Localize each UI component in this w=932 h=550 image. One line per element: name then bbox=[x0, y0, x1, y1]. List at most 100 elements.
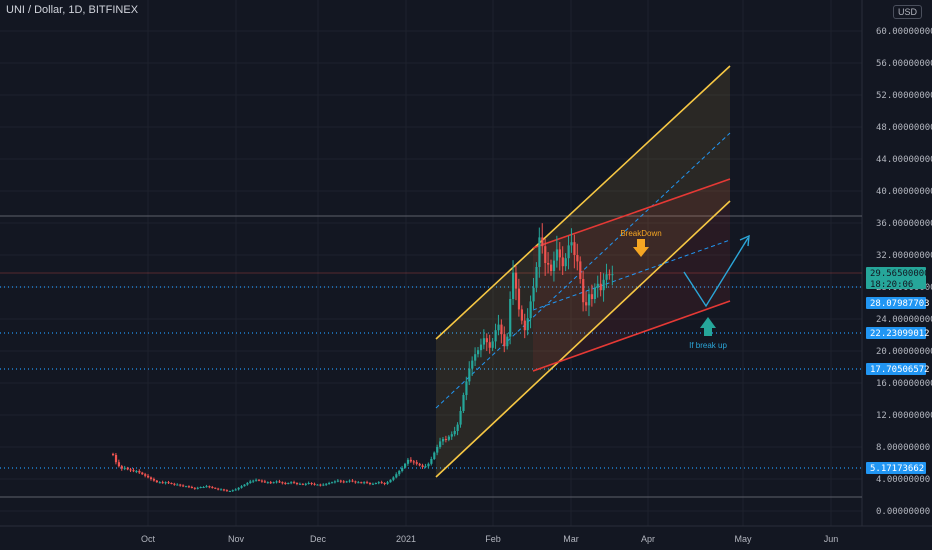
candle-body bbox=[482, 338, 486, 345]
candle-body bbox=[526, 318, 529, 331]
y-tick-label: 36.00000000 bbox=[876, 219, 932, 229]
candle-body bbox=[506, 336, 509, 347]
channel-lines bbox=[435, 65, 731, 478]
candle-body bbox=[322, 484, 325, 486]
level-badge-1-text: 28.07987703 bbox=[870, 299, 930, 309]
y-tick-label: 44.00000000 bbox=[876, 155, 932, 165]
candle-body bbox=[383, 483, 386, 484]
red-channel-lower bbox=[532, 300, 731, 372]
level-badge-3: 17.70506572 bbox=[866, 363, 930, 375]
candle-body bbox=[129, 469, 132, 471]
candle-body bbox=[196, 487, 199, 489]
level-badge-4-bg bbox=[866, 462, 926, 474]
candle-body bbox=[573, 242, 576, 255]
candle-body bbox=[243, 484, 246, 487]
candle-body bbox=[576, 255, 579, 262]
candle-body bbox=[436, 447, 439, 453]
candle-body bbox=[409, 459, 413, 462]
candle-body bbox=[395, 474, 398, 478]
candle-body bbox=[272, 482, 275, 484]
candle-body bbox=[456, 424, 459, 431]
y-tick-label: 0.00000000 bbox=[876, 507, 930, 517]
y-tick-label: 12.00000000 bbox=[876, 411, 932, 421]
candle-body bbox=[611, 274, 614, 276]
candle-body bbox=[331, 482, 334, 484]
candle-body bbox=[228, 491, 231, 492]
candle-body bbox=[231, 490, 234, 492]
level-badge-3-bg bbox=[866, 363, 926, 375]
level-badge-1: 28.07987703 bbox=[866, 297, 930, 309]
level-badge-2: 22.23099012 bbox=[866, 327, 930, 339]
candle-body bbox=[593, 287, 596, 299]
candle-body bbox=[500, 324, 503, 335]
y-axis: 60.00000000 56.00000000 52.00000000 48.0000… bbox=[861, 0, 932, 526]
candle-body bbox=[190, 487, 194, 488]
candle-body bbox=[114, 455, 118, 463]
currency-badge[interactable]: USD bbox=[892, 5, 922, 19]
candle-body bbox=[225, 490, 229, 492]
candle-body bbox=[479, 344, 483, 351]
candle-body bbox=[135, 471, 138, 472]
red-channel-fill bbox=[533, 179, 730, 371]
candle-body bbox=[368, 483, 372, 484]
candle-body bbox=[386, 482, 389, 484]
candle-body bbox=[468, 368, 471, 382]
y-tick-label: 48.00000000 bbox=[876, 123, 932, 133]
x-axis: Oct Nov Dec 2021 Feb Mar Apr May Jun bbox=[0, 525, 932, 544]
current-price-badge-bg bbox=[866, 267, 926, 289]
candle-body bbox=[491, 341, 494, 348]
candle-body bbox=[424, 466, 427, 468]
candle-body bbox=[401, 467, 404, 471]
candle-body bbox=[514, 272, 518, 289]
current-price-badge-text: 29.56500000 bbox=[870, 269, 930, 279]
level-badge-4-text: 5.17173662 bbox=[870, 464, 924, 474]
current-price-badge-text: 18:20:06 bbox=[870, 280, 913, 290]
candle-body bbox=[587, 294, 591, 306]
candle-body bbox=[147, 475, 150, 478]
x-tick-label: Jun bbox=[824, 534, 839, 544]
candle-body bbox=[208, 486, 211, 488]
break-up-arrow-head bbox=[700, 317, 716, 328]
candle-body bbox=[459, 411, 462, 425]
candle-body bbox=[450, 434, 453, 437]
breakdown-label: BreakDown bbox=[620, 229, 661, 238]
candle-body bbox=[477, 350, 480, 355]
break-up-annotation: If break up bbox=[689, 317, 727, 350]
candle-body bbox=[164, 482, 167, 484]
candle-body bbox=[187, 486, 191, 488]
candle-body bbox=[278, 481, 281, 483]
x-tick-label: Apr bbox=[641, 534, 655, 544]
candle-body bbox=[550, 264, 553, 271]
y-tick-label: 60.00000000 bbox=[876, 27, 932, 37]
level-badge-2-text: 22.23099012 bbox=[870, 329, 930, 339]
level-badge-3-text: 17.70506572 bbox=[870, 365, 930, 375]
chart-title: UNI / Dollar, 1D, BITFINEX bbox=[6, 4, 139, 16]
candle-body bbox=[439, 441, 442, 447]
candle-body bbox=[392, 477, 395, 480]
candle-body bbox=[141, 472, 144, 475]
candle-body bbox=[538, 237, 541, 267]
y-tick-label: 32.00000000 bbox=[876, 251, 932, 261]
candle-body bbox=[120, 466, 123, 469]
y-tick-label: 20.00000000 bbox=[876, 347, 932, 357]
candle-body bbox=[211, 487, 214, 488]
candle-body bbox=[567, 245, 570, 259]
candle-body bbox=[570, 242, 573, 246]
candle-body bbox=[167, 482, 170, 484]
candle-body bbox=[269, 482, 272, 484]
candle-body bbox=[520, 309, 523, 321]
candle-body bbox=[415, 462, 418, 464]
candle-body bbox=[255, 479, 258, 481]
candle-body bbox=[287, 483, 290, 484]
candle-body bbox=[418, 463, 421, 466]
candle-body bbox=[199, 487, 202, 488]
candle-body bbox=[123, 467, 126, 469]
candle-body bbox=[249, 481, 252, 483]
y-tick-label: 40.00000000 bbox=[876, 187, 932, 197]
projection-arrowhead bbox=[739, 234, 750, 247]
candle-body bbox=[585, 302, 588, 306]
level-badge-4: 5.17173662 bbox=[866, 462, 926, 474]
candle-body bbox=[398, 471, 401, 475]
